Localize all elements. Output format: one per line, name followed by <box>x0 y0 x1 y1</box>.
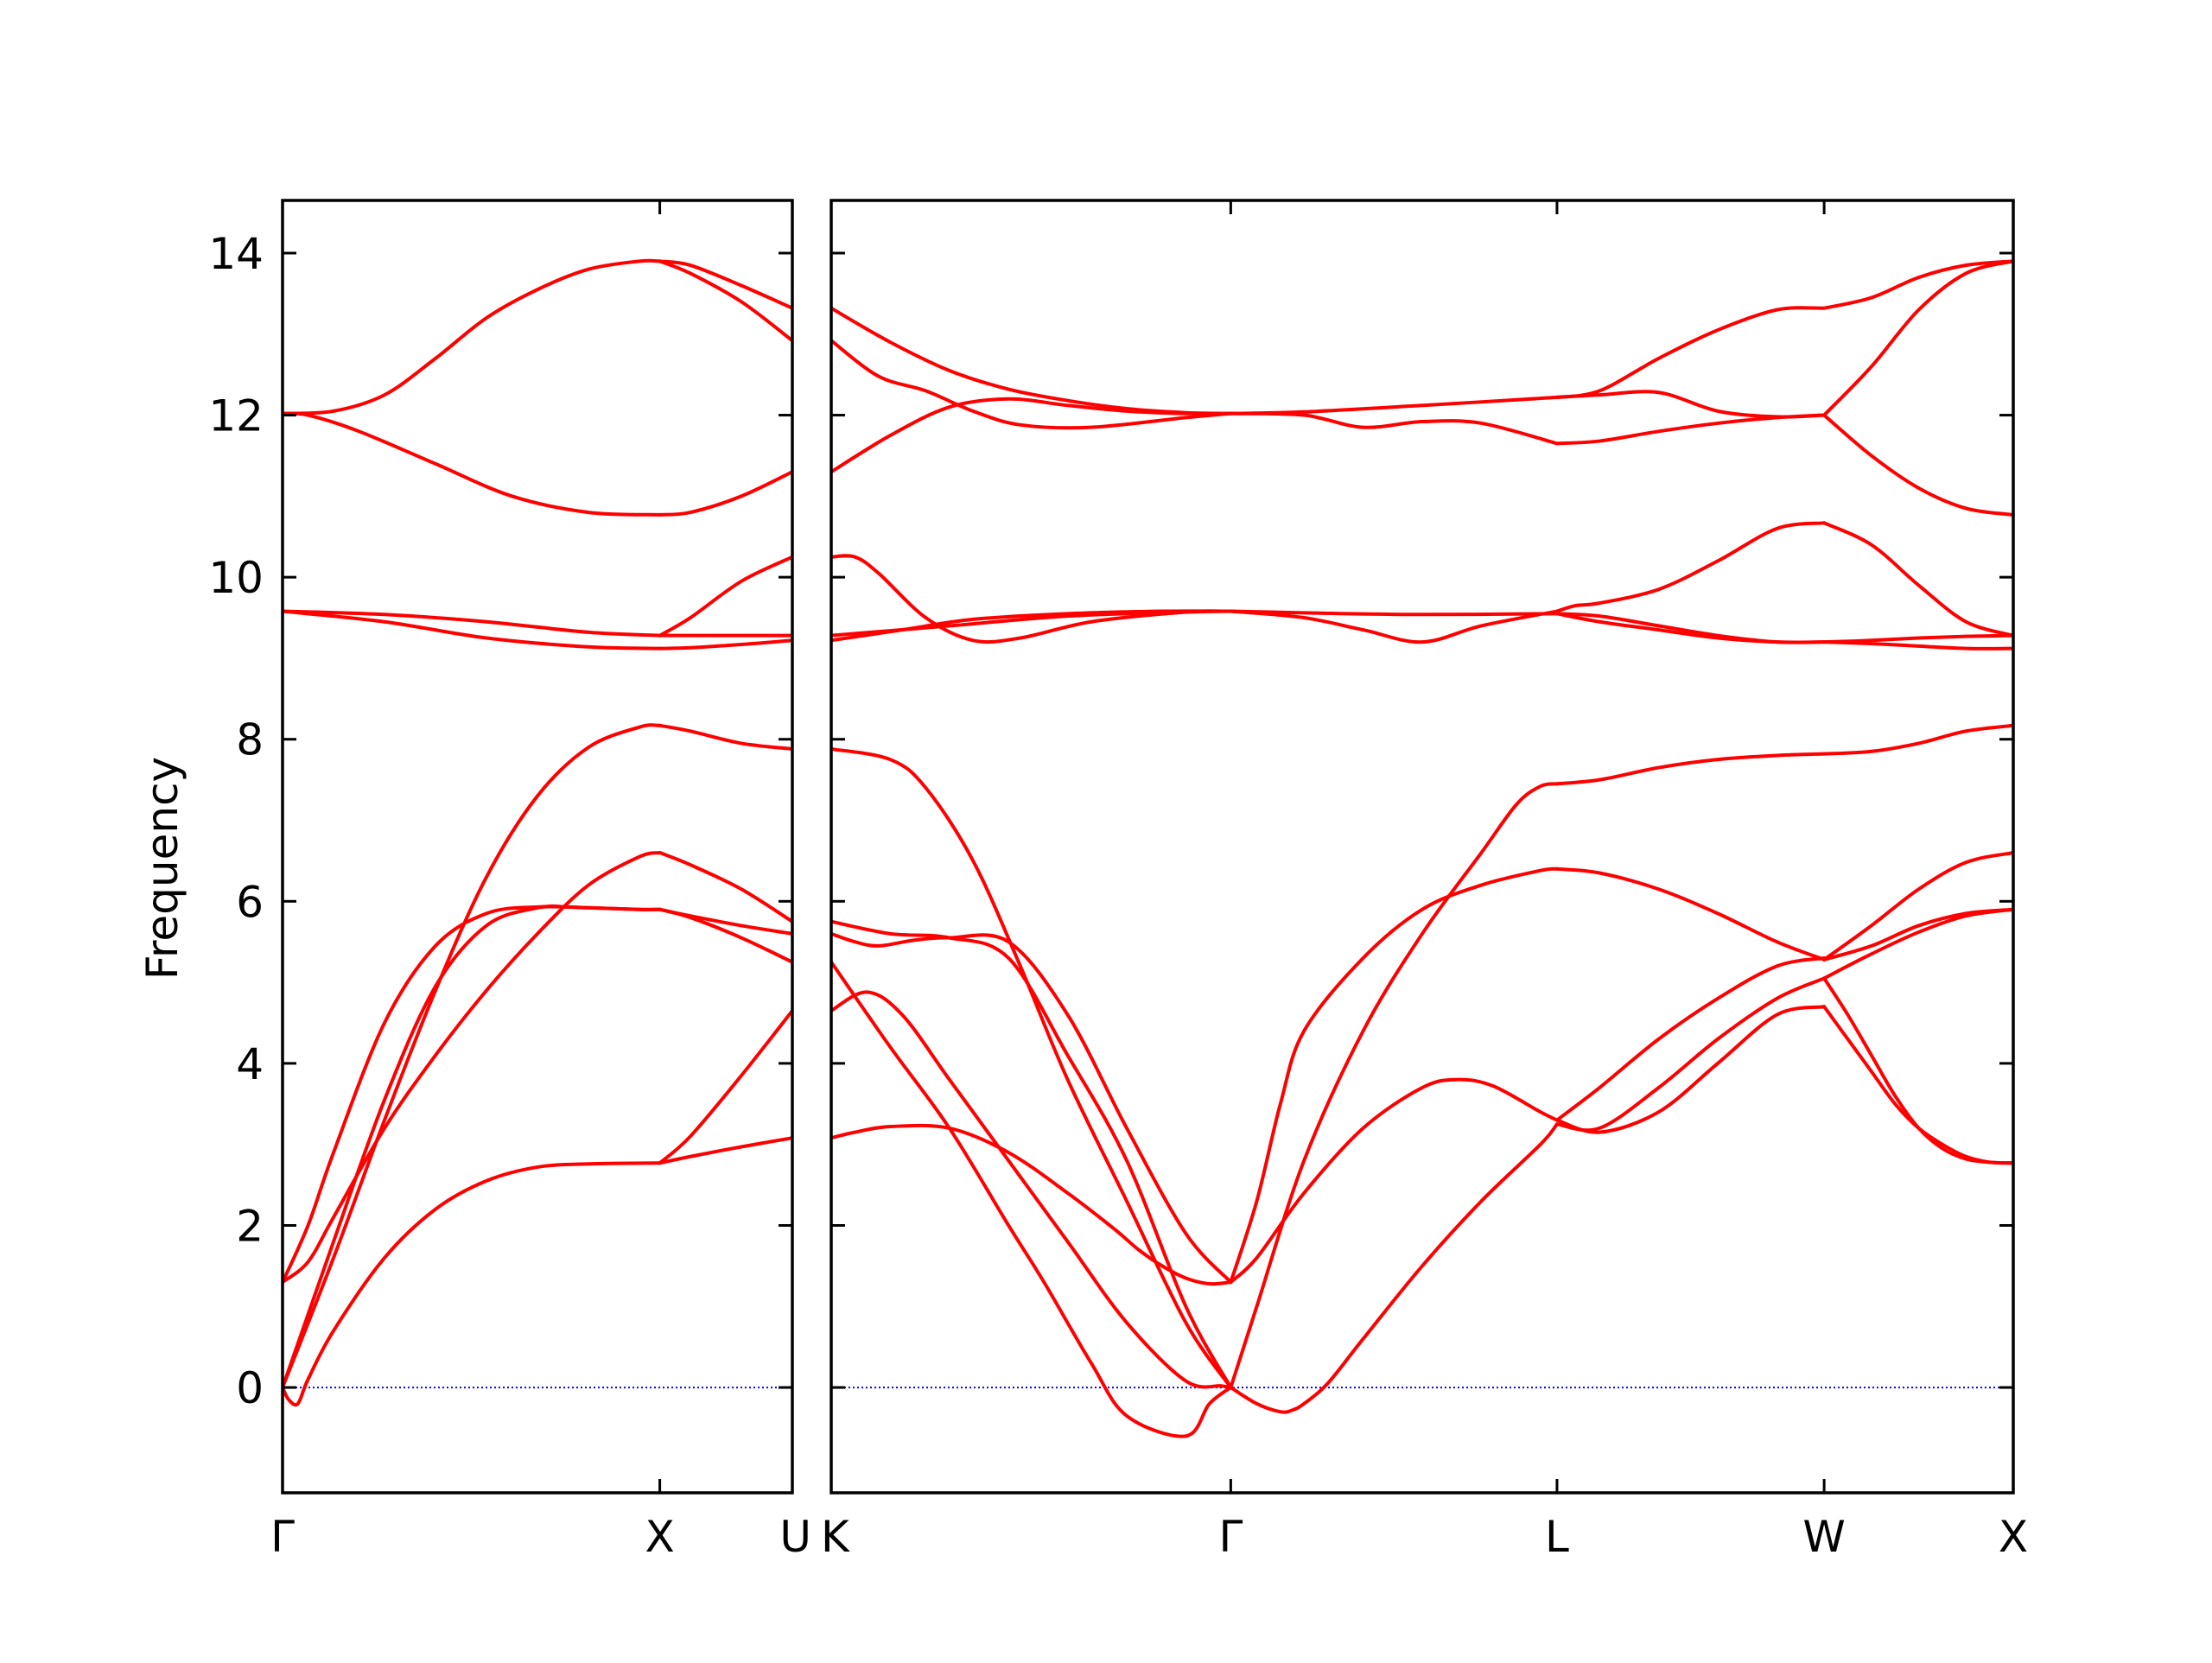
band-line-8 <box>283 258 662 416</box>
band-lines <box>831 259 2013 1438</box>
band-line-15 <box>1229 782 1559 1390</box>
y-tick-label: 0 <box>236 1363 264 1413</box>
band-line-32 <box>1822 976 2013 1165</box>
x-tick-label: L <box>1545 1512 1569 1562</box>
band-line-5 <box>831 746 1233 1390</box>
band-line-24 <box>1554 752 1827 786</box>
band-line-4 <box>283 723 662 1390</box>
y-tick-label: 8 <box>236 715 264 765</box>
x-tick-label: X <box>1999 1512 2028 1562</box>
band-line-17 <box>1229 609 1559 617</box>
band-line-5 <box>283 609 662 651</box>
band-line-14 <box>658 723 792 751</box>
band-line-20 <box>1554 1005 1827 1134</box>
band-line-36 <box>1822 723 2013 756</box>
x-tick-label: U <box>779 1512 811 1562</box>
band-line-35 <box>1822 851 2013 962</box>
panel-frame <box>281 199 794 1495</box>
x-tick-label: X <box>645 1512 674 1562</box>
band-line-22 <box>1554 955 1827 1122</box>
band-line-13 <box>658 851 792 924</box>
y-tick-label: 12 <box>208 391 264 441</box>
band-line-12 <box>1229 1122 1559 1414</box>
band-line-10 <box>658 1008 792 1165</box>
band-line-14 <box>1229 866 1559 1285</box>
band-line-2 <box>831 960 1233 1438</box>
band-line-27 <box>1554 521 1827 613</box>
y-tick-label: 4 <box>236 1039 264 1089</box>
band-line-3 <box>283 904 662 1285</box>
band-line-8 <box>831 554 1233 644</box>
band-line-20 <box>658 259 792 343</box>
band-line-0 <box>831 1123 1233 1286</box>
y-tick-label: 10 <box>208 553 264 603</box>
band-line-34 <box>1822 907 2013 962</box>
band-line-16 <box>1229 609 1559 644</box>
band-line-0 <box>283 1161 662 1407</box>
band-line-15 <box>658 638 792 651</box>
band-line-29 <box>1554 390 1827 419</box>
band-line-17 <box>658 555 792 638</box>
band-line-19 <box>658 259 792 310</box>
band-line-4 <box>831 919 1233 1390</box>
band-lines <box>283 258 792 1407</box>
band-line-1 <box>831 990 1233 1390</box>
band-line-19 <box>1229 395 1559 416</box>
band-line-23 <box>1554 866 1827 962</box>
band-line-42 <box>1822 259 2013 310</box>
y-tick-label: 6 <box>236 877 264 927</box>
band-line-1 <box>283 851 662 1285</box>
panel-frame <box>830 199 2015 1495</box>
band-line-12 <box>658 907 792 964</box>
x-tick-label: Γ <box>270 1512 295 1562</box>
band-line-13 <box>1229 1077 1559 1285</box>
band-line-41 <box>1822 259 2013 417</box>
band-line-26 <box>1554 612 1827 644</box>
band-line-6 <box>283 609 662 638</box>
band-line-39 <box>1822 521 2013 638</box>
y-tick-label: 2 <box>236 1201 264 1251</box>
band-line-40 <box>1822 413 2013 517</box>
band-line-21 <box>1554 976 1827 1133</box>
y-axis-tick-labels: 0 2 4 6 8 10 12 14 <box>208 229 264 1413</box>
band-line-37 <box>1822 640 2013 651</box>
band-line-11 <box>831 306 1233 416</box>
band-line-9 <box>658 1136 792 1165</box>
y-axis-title: Frequency <box>137 757 188 980</box>
band-line-38 <box>1822 633 2013 644</box>
x-tick-label: K <box>821 1512 850 1562</box>
band-line-7 <box>283 411 662 517</box>
band-line-10 <box>831 339 1233 430</box>
y-tick-label: 14 <box>208 229 264 279</box>
band-line-18 <box>1229 411 1559 446</box>
band-line-30 <box>1554 306 1827 399</box>
band-line-18 <box>658 470 792 517</box>
x-tick-label: W <box>1802 1512 1845 1562</box>
x-tick-label: Γ <box>1218 1512 1243 1562</box>
